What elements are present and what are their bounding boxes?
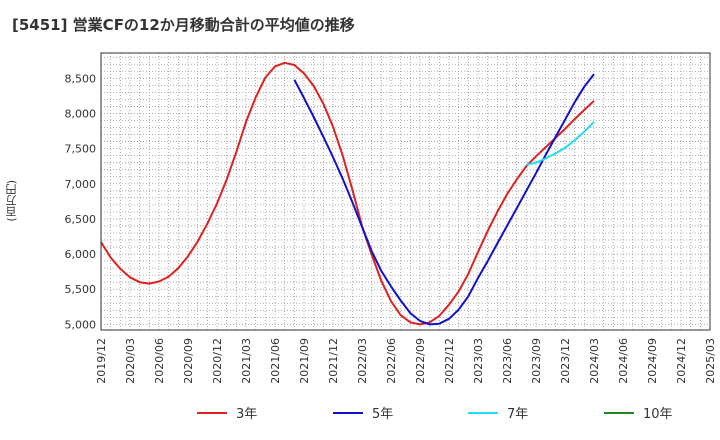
series-line-1 — [100, 61, 595, 326]
y-tick-label: 7,000 — [65, 178, 97, 191]
legend-label-3: 7年 — [507, 407, 528, 422]
chart-title: [5451] 営業CFの12か月移動合計の平均値の推移 — [12, 16, 355, 34]
x-tick-label: 2021/06 — [269, 338, 282, 384]
x-tick-label: 2021/03 — [240, 338, 253, 384]
x-tick-label: 2025/03 — [704, 338, 717, 384]
plot-frame — [100, 52, 711, 331]
y-tick-label: 6,500 — [65, 213, 97, 226]
y-tick-label: 7,500 — [65, 143, 97, 156]
y-tick-label: 5,500 — [65, 283, 97, 296]
x-tick-label: 2021/12 — [327, 338, 340, 384]
y-tick-label: 8,000 — [65, 107, 97, 120]
x-tick-label: 2019/12 — [95, 338, 108, 384]
legend-label-1: 3年 — [236, 407, 257, 422]
x-tick-label: 2021/09 — [298, 338, 311, 384]
plot-area — [101, 53, 710, 330]
x-tick-label: 2023/09 — [530, 338, 543, 384]
x-tick-label: 2023/03 — [472, 338, 485, 384]
y-tick-label: 8,500 — [65, 72, 97, 85]
x-tick-label: 2020/12 — [211, 338, 224, 384]
legend-label-2: 5年 — [372, 407, 393, 422]
x-tick-label: 2020/03 — [124, 338, 137, 384]
y-tick-label: 5,000 — [65, 318, 97, 331]
x-tick-label: 2024/06 — [617, 338, 630, 384]
series-line-2 — [293, 73, 595, 326]
x-tick-label: 2022/03 — [356, 338, 369, 384]
x-tick-label: 2022/12 — [443, 338, 456, 384]
x-tick-label: 2024/09 — [646, 338, 659, 384]
x-tick-label: 2024/03 — [588, 338, 601, 384]
x-tick-label: 2023/06 — [501, 338, 514, 384]
x-tick-label: 2022/09 — [414, 338, 427, 384]
series-line-3 — [526, 121, 595, 166]
x-tick-label: 2024/12 — [675, 338, 688, 384]
x-tick-label: 2023/12 — [559, 338, 572, 384]
y-tick-label: 6,000 — [65, 248, 97, 261]
x-tick-label: 2020/09 — [182, 338, 195, 384]
legend-label-4: 10年 — [643, 407, 673, 422]
x-tick-label: 2022/06 — [385, 338, 398, 384]
x-tick-label: 2020/06 — [153, 338, 166, 384]
